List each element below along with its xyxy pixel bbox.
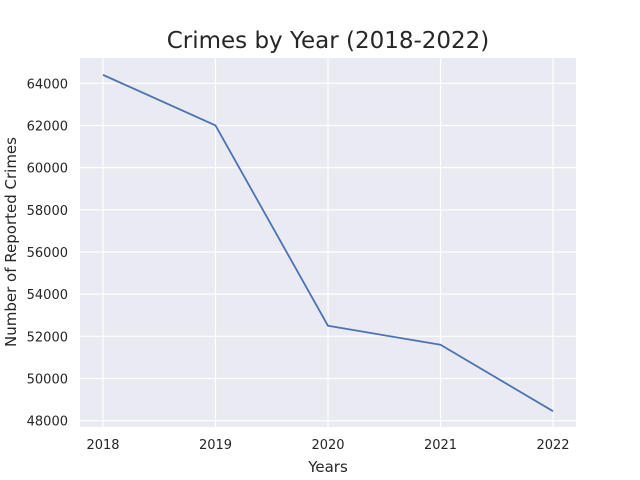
x-tick-labels: 2018 2019 2020 2021 2022	[86, 438, 569, 453]
y-tick-label: 52000	[27, 330, 68, 345]
x-tick-label: 2020	[311, 438, 344, 453]
y-tick-label: 48000	[27, 415, 68, 430]
chart-title: Crimes by Year (2018-2022)	[167, 28, 490, 54]
y-tick-label: 58000	[27, 204, 68, 219]
series-group	[102, 74, 554, 412]
grid-lines	[80, 58, 576, 427]
x-axis-label: Years	[307, 458, 348, 476]
x-tick-label: 2018	[86, 438, 119, 453]
y-tick-label: 62000	[27, 119, 68, 134]
x-tick-label: 2021	[424, 438, 457, 453]
y-tick-label: 60000	[27, 162, 68, 177]
series-line	[102, 74, 554, 412]
y-tick-labels: 48000 50000 52000 54000 56000 58000 60000 62000…	[27, 77, 68, 429]
y-tick-label: 54000	[27, 288, 68, 303]
y-tick-label: 50000	[27, 373, 68, 388]
y-axis-label: Number of Reported Crimes	[2, 137, 20, 347]
y-tick-label: 64000	[27, 77, 68, 92]
y-tick-label: 56000	[27, 246, 68, 261]
x-tick-label: 2022	[536, 438, 569, 453]
x-tick-label: 2019	[199, 438, 232, 453]
